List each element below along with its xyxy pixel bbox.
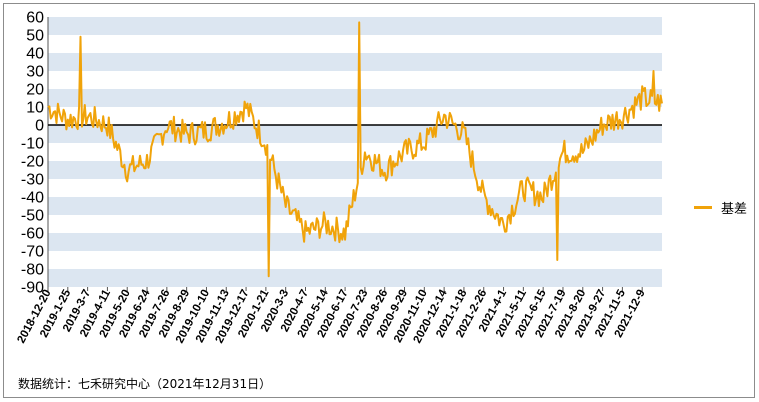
grid-band bbox=[48, 233, 662, 251]
x-axis-labels: 2018-12-202019-1-252019-3-72019-4-112019… bbox=[15, 287, 647, 345]
legend-label: 基差 bbox=[721, 202, 748, 217]
grid-band bbox=[48, 17, 662, 35]
grid-band bbox=[48, 215, 662, 233]
y-tick-label: 0 bbox=[35, 118, 44, 135]
grid-band bbox=[48, 143, 662, 161]
grid-band bbox=[48, 179, 662, 197]
y-tick-label: 20 bbox=[26, 82, 44, 99]
chart-frame bbox=[3, 3, 755, 398]
y-tick-label: -70 bbox=[21, 244, 44, 261]
y-tick-label: -20 bbox=[21, 154, 44, 171]
grid-band bbox=[48, 53, 662, 71]
grid-band bbox=[48, 251, 662, 269]
y-tick-label: -10 bbox=[21, 136, 44, 153]
grid-bands bbox=[48, 17, 662, 287]
grid-band bbox=[48, 89, 662, 107]
grid-band bbox=[48, 197, 662, 215]
grid-band bbox=[48, 161, 662, 179]
series-line-jicha bbox=[47, 21, 663, 278]
y-tick-label: -30 bbox=[21, 172, 44, 189]
legend-swatch bbox=[694, 206, 712, 209]
legend: 基差 bbox=[694, 198, 747, 217]
y-tick-label: -40 bbox=[21, 190, 44, 207]
grid-band bbox=[48, 35, 662, 53]
source-note: 数据统计：七禾研究中心（2021年12月31日） bbox=[18, 377, 272, 391]
x-axis-ticks bbox=[47, 287, 643, 291]
y-tick-label: -50 bbox=[21, 208, 44, 225]
y-tick-label: 10 bbox=[26, 100, 44, 117]
grid-band bbox=[48, 107, 662, 125]
y-tick-label: 30 bbox=[26, 64, 44, 81]
grid-band bbox=[48, 125, 662, 143]
y-tick-label: -60 bbox=[21, 226, 44, 243]
y-tick-label: -80 bbox=[21, 262, 44, 279]
y-tick-label: 60 bbox=[26, 10, 44, 27]
grid-band bbox=[48, 71, 662, 89]
y-tick-label: 40 bbox=[26, 46, 44, 63]
y-tick-label: 50 bbox=[26, 28, 44, 45]
y-tick-label: -90 bbox=[21, 280, 44, 297]
grid-band bbox=[48, 269, 662, 287]
